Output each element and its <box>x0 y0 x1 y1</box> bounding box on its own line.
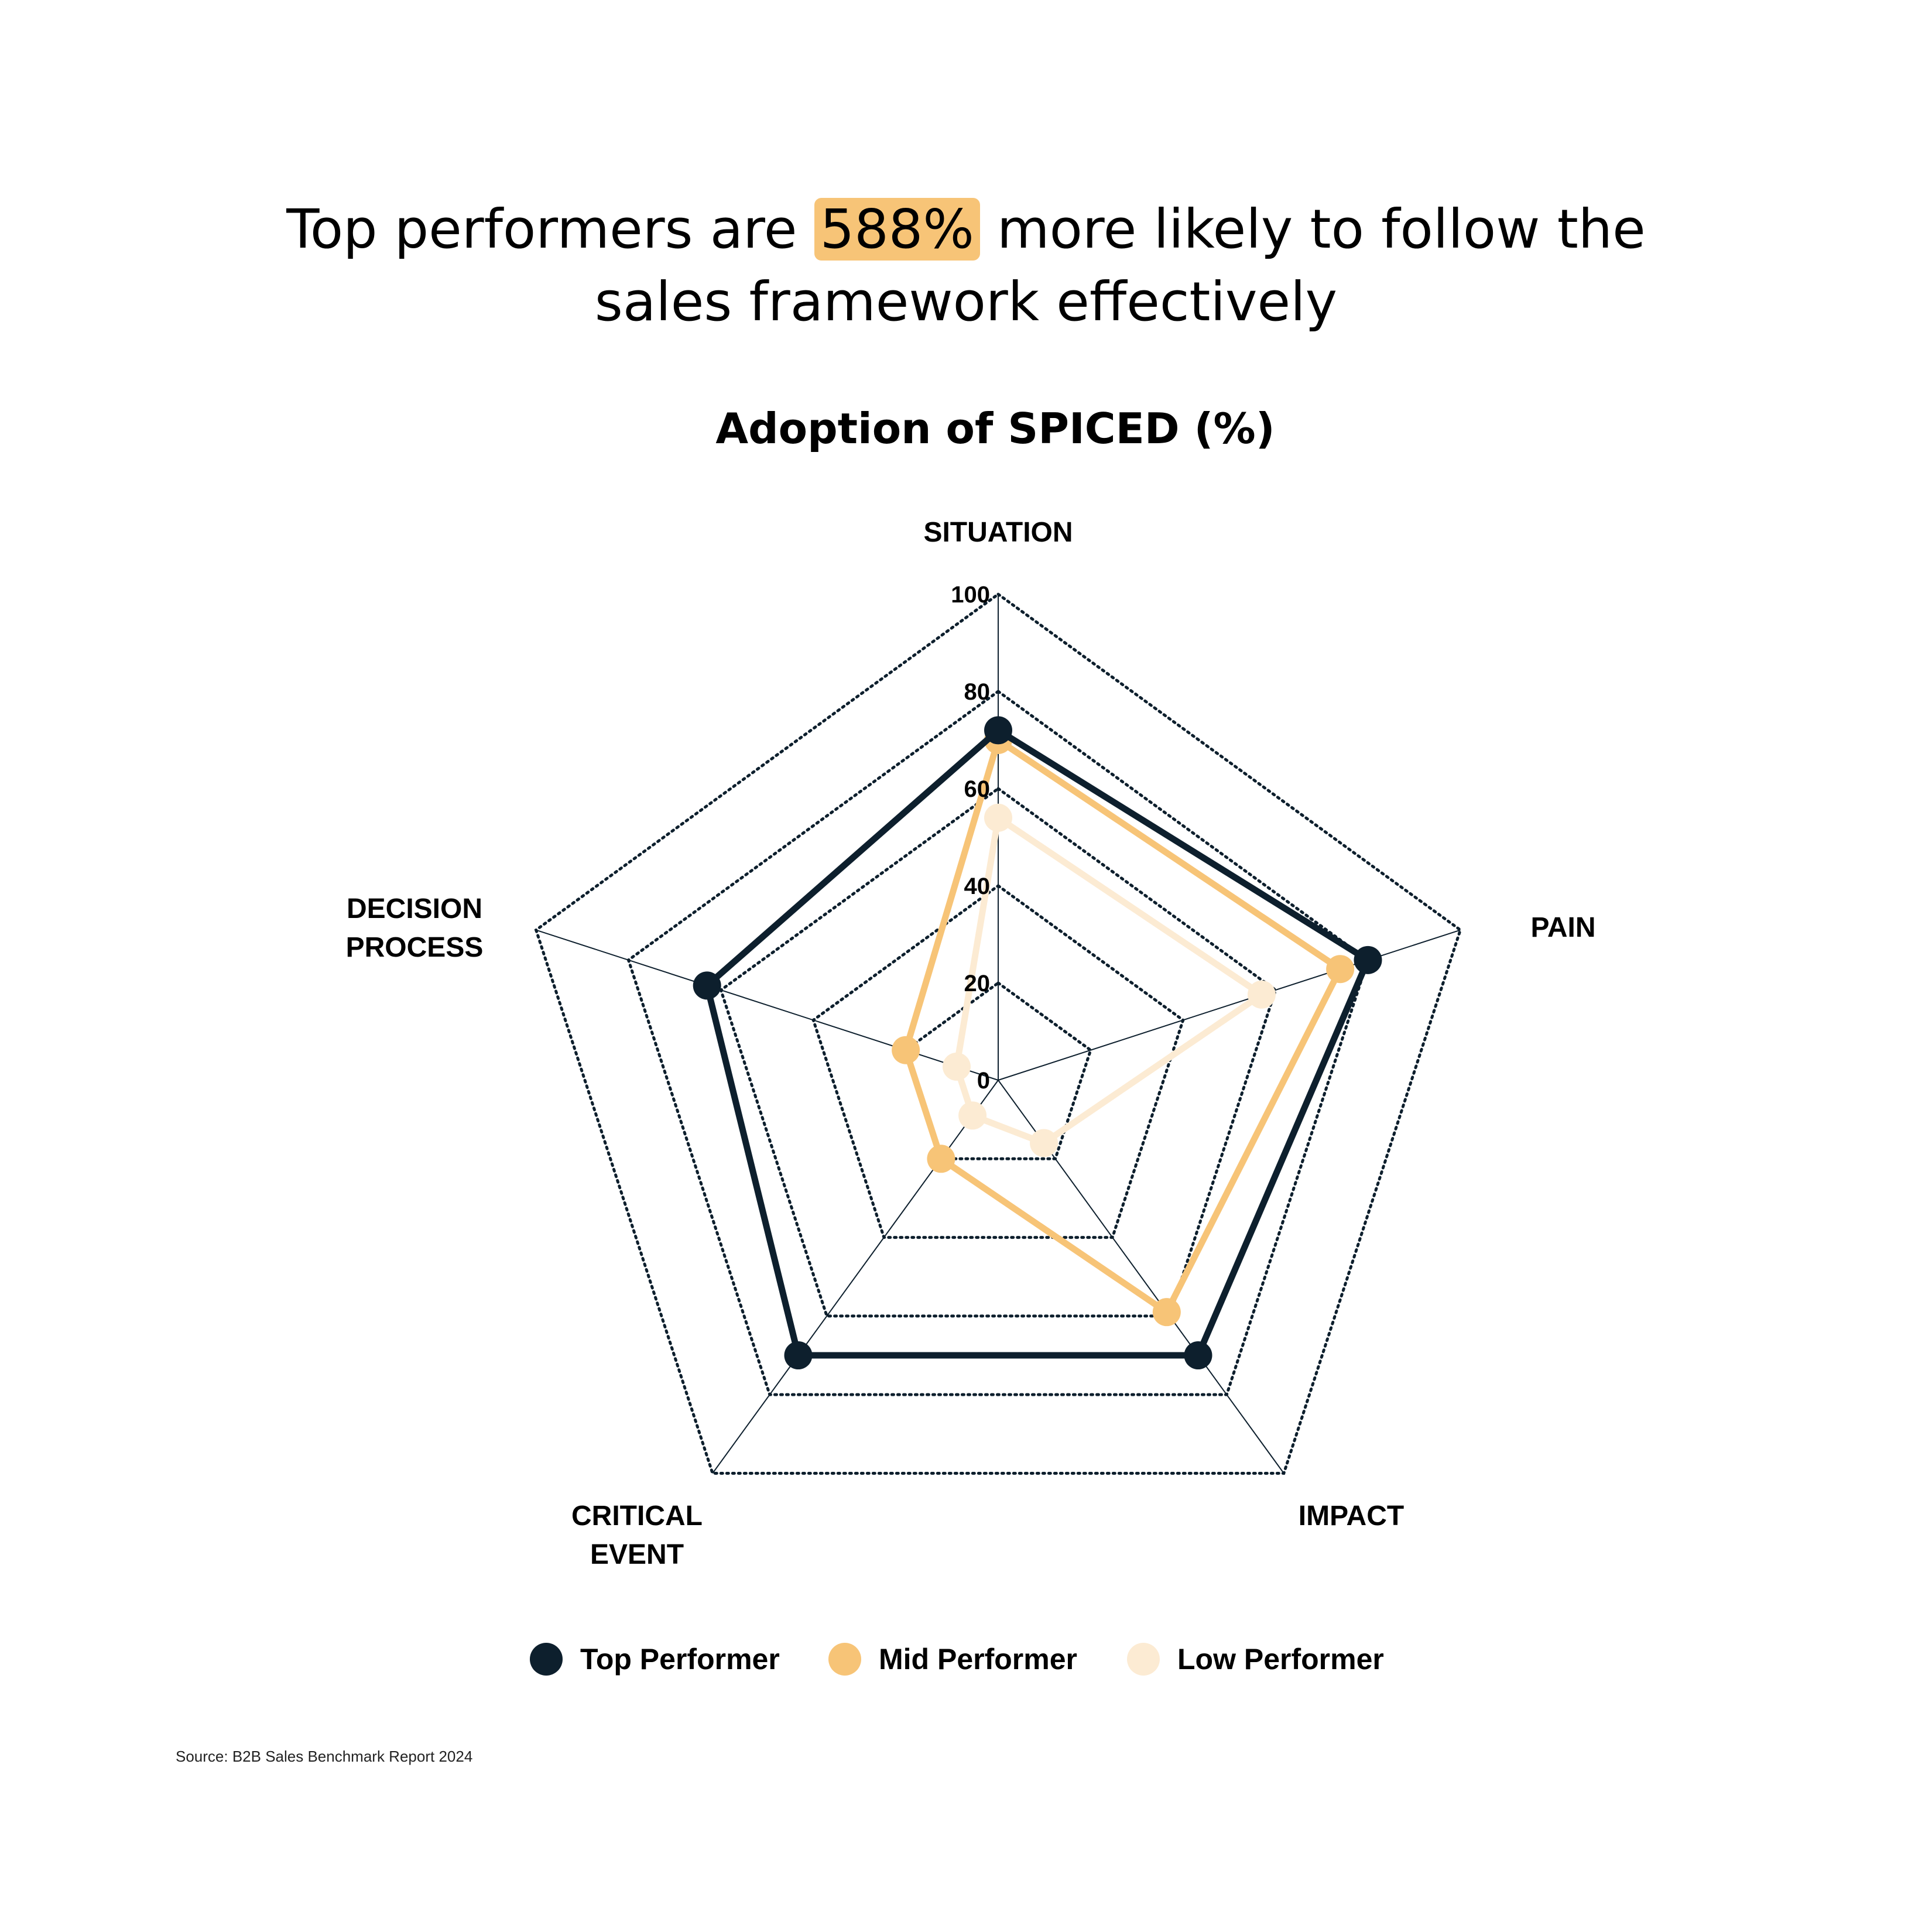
series-line-2 <box>953 814 1265 1146</box>
grid-ring-40 <box>811 883 1185 1239</box>
label-layer: 0 20 40 60 80 100 SITUATION PAIN IMPACT CRITICAL E… <box>346 517 1596 1570</box>
data-point-1-1 <box>1326 955 1355 984</box>
data-point-0-4 <box>693 971 721 1000</box>
tick-label-40: 40 <box>964 873 991 899</box>
data-point-1-2 <box>1152 1298 1181 1327</box>
series-line-0 <box>704 727 1372 1359</box>
source-note: Source: B2B Sales Benchmark Report 2024 <box>176 1748 473 1765</box>
legend-label-top: Top Performer <box>580 1643 780 1676</box>
chart-title: Adoption of SPICED (%) <box>715 404 1275 453</box>
axis-label-line: DECISION <box>347 893 482 924</box>
legend-label-mid: Mid Performer <box>879 1643 1077 1676</box>
data-point-2-3 <box>958 1101 987 1130</box>
headline-after: more likely to follow the <box>979 198 1646 261</box>
axis-spoke-1 <box>998 929 1461 1081</box>
grid-ring-100 <box>534 592 1462 1475</box>
legend-item-mid: Mid Performer <box>828 1642 1077 1676</box>
data-point-0-2 <box>1184 1341 1212 1370</box>
axis-label-line: EVENT <box>590 1539 684 1570</box>
data-point-2-1 <box>1247 980 1276 1009</box>
data-point-0-3 <box>784 1341 813 1370</box>
legend-item-low: Low Performer <box>1127 1642 1384 1676</box>
series-line-1 <box>902 737 1344 1316</box>
axis-spoke-4 <box>536 929 999 1081</box>
axis-label-3: CRITICAL EVENT <box>571 1501 703 1570</box>
data-point-0-1 <box>1354 946 1382 974</box>
headline-line2: sales framework effectively <box>594 270 1338 333</box>
axis-spoke-3 <box>712 1080 999 1474</box>
headline: Top performers are 588% more likely to f… <box>0 193 1932 338</box>
tick-label-60: 60 <box>964 776 991 802</box>
legend-label-low: Low Performer <box>1177 1643 1384 1676</box>
axis-label-line: PROCESS <box>346 932 484 963</box>
grid-ring-20 <box>904 981 1092 1160</box>
axis-label-0: SITUATION <box>923 517 1073 548</box>
axis-label-1: PAIN <box>1530 912 1595 943</box>
series-layer <box>693 716 1382 1370</box>
data-point-1-4 <box>892 1036 920 1064</box>
data-point-2-4 <box>942 1052 971 1081</box>
axis-label-line: CRITICAL <box>571 1501 703 1532</box>
grid-ring-80 <box>626 689 1370 1396</box>
legend-item-top: Top Performer <box>530 1642 780 1676</box>
grid-ring-60 <box>719 786 1277 1318</box>
axis-label-line: PAIN <box>1530 912 1595 943</box>
headline-highlight: 588% <box>814 198 980 261</box>
data-point-1-3 <box>927 1145 955 1173</box>
axis-label-2: IMPACT <box>1299 1501 1404 1532</box>
data-point-2-0 <box>984 803 1012 832</box>
axis-label-line: SITUATION <box>923 517 1073 548</box>
axis-label-line: IMPACT <box>1299 1501 1404 1532</box>
data-point-0-0 <box>984 716 1012 745</box>
axis-label-4: DECISION PROCESS <box>346 893 484 963</box>
tick-label-100: 100 <box>951 582 990 608</box>
grid-layer <box>534 592 1462 1475</box>
tick-label-0: 0 <box>977 1068 990 1094</box>
legend-swatch-mid-icon <box>828 1643 861 1676</box>
legend-swatch-low-icon <box>1127 1643 1160 1676</box>
headline-before: Top performers are <box>286 198 814 261</box>
legend-swatch-top-icon <box>530 1643 563 1676</box>
tick-label-20: 20 <box>964 971 991 996</box>
tick-label-80: 80 <box>964 679 991 705</box>
data-point-2-2 <box>1030 1129 1059 1157</box>
